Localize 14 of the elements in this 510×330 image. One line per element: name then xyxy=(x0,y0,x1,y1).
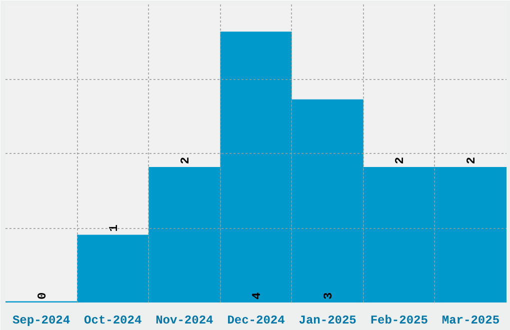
x-tick-label: Feb-2025 xyxy=(370,314,428,328)
x-tick-label: Mar-2025 xyxy=(442,314,500,328)
data-label: 2 xyxy=(178,156,192,164)
data-label: 4 xyxy=(250,292,264,300)
x-tick-label: Jan-2025 xyxy=(298,314,356,328)
data-label: 3 xyxy=(322,292,336,300)
x-tick-label: Oct-2024 xyxy=(84,314,142,328)
x-tick-label: Dec-2024 xyxy=(227,314,285,328)
data-label: 2 xyxy=(464,156,479,164)
data-label: 1 xyxy=(106,224,121,232)
x-tick-label: Sep-2024 xyxy=(12,314,70,328)
data-label: 0 xyxy=(35,292,50,300)
data-label: 2 xyxy=(393,156,408,164)
x-tick-label: Nov-2024 xyxy=(156,314,214,328)
